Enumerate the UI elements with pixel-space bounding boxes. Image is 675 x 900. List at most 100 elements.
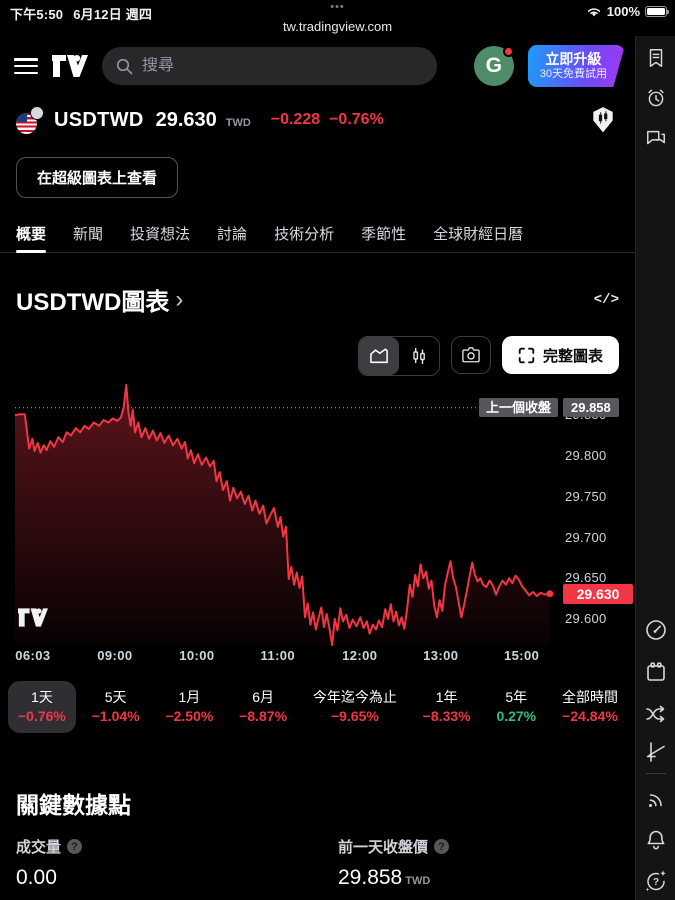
- tab-2[interactable]: 投資想法: [130, 226, 191, 243]
- range-label: 1月: [178, 689, 201, 705]
- key-data-label: 成交量: [16, 839, 62, 856]
- avatar[interactable]: G: [473, 46, 514, 86]
- key-data-heading: 關鍵數據點: [16, 792, 131, 818]
- candles-chart-type-button[interactable]: [399, 337, 439, 375]
- range-label: 全部時間: [561, 689, 618, 705]
- help-icon[interactable]: ?: [434, 839, 450, 854]
- alerts-bell-icon[interactable]: [644, 828, 668, 852]
- chat-icon[interactable]: [645, 126, 667, 150]
- area-chart-type-button[interactable]: [358, 337, 399, 375]
- chart-title-link[interactable]: USDTWD圖表: [16, 289, 170, 316]
- key-data-item-0: 成交量? 0.00: [16, 836, 338, 890]
- twd-flag-icon: [30, 106, 44, 120]
- currency-pair-flags-icon: [16, 106, 46, 134]
- tab-4[interactable]: 技術分析: [274, 226, 335, 243]
- address-url[interactable]: tw.tradingview.com: [282, 19, 393, 34]
- chart-section-header: USDTWD圖表 › </>: [16, 282, 619, 317]
- status-bar: 下午5:50 6月12日 週四 ••• 100% tw.tradingview.c…: [0, 0, 675, 36]
- help-sparkle-icon[interactable]: ?: [643, 868, 669, 894]
- help-icon[interactable]: ?: [67, 839, 83, 854]
- tab-0[interactable]: 概要: [16, 215, 47, 253]
- wifi-icon: [586, 6, 602, 18]
- range-label: 6月: [252, 689, 274, 705]
- key-data-grid: 成交量? 0.00 前一天收盤價? 29.858 TWD: [16, 836, 616, 890]
- live-broadcast-icon[interactable]: [644, 788, 668, 812]
- range-label: 1天: [31, 689, 53, 705]
- range-button-0[interactable]: 1天 −0.76%: [8, 681, 76, 733]
- notification-dot: [502, 46, 514, 57]
- chart-type-segmented-control: [357, 336, 440, 376]
- time-tick: 15:00: [503, 648, 540, 663]
- tab-3[interactable]: 討論: [217, 226, 248, 243]
- range-label: 5天: [104, 689, 127, 705]
- key-data-value: 0.00: [16, 866, 57, 889]
- calendar-icon[interactable]: [644, 660, 668, 684]
- price-tick: 29.750: [565, 488, 607, 504]
- range-change: −1.04%: [91, 708, 140, 724]
- time-tick: 10:00: [179, 648, 215, 663]
- search-input[interactable]: [142, 57, 423, 75]
- symbol-currency: TWD: [225, 116, 251, 129]
- range-label: 5年: [505, 689, 528, 705]
- range-button-7[interactable]: 全部時間 −24.84%: [552, 681, 628, 733]
- time-tick: 11:00: [260, 648, 296, 663]
- range-button-2[interactable]: 1月 −2.50%: [155, 681, 223, 733]
- tab-bar: 概要 新聞 投資想法 討論 技術分析 季節性 全球財經日曆: [0, 215, 635, 253]
- search-icon: [116, 58, 133, 75]
- snapshot-camera-button[interactable]: [450, 336, 491, 374]
- fullscreen-icon: [518, 347, 535, 364]
- time-tick: 12:00: [342, 648, 378, 663]
- key-data-item-1: 前一天收盤價? 29.858 TWD: [338, 836, 616, 890]
- sidebar-divider: [646, 773, 666, 774]
- gauge-icon[interactable]: [644, 618, 668, 642]
- battery-icon: [645, 6, 669, 17]
- range-selector: 1天 −0.76% 5天 −1.04% 1月 −2.50% 6月 −8.87% 今年迄今為止 −9…: [8, 681, 628, 733]
- time-tick: 09:00: [97, 648, 133, 663]
- upgrade-button[interactable]: 立即升級 30天免費試用: [527, 45, 625, 87]
- svg-text:?: ?: [652, 877, 658, 888]
- prev-close-value: 29.858: [563, 397, 619, 417]
- range-button-4[interactable]: 今年迄今為止 −9.65%: [303, 681, 407, 733]
- price-tick: 29.800: [565, 448, 607, 464]
- chart-controls: 完整圖表: [0, 336, 619, 376]
- open-superchart-button[interactable]: 在超級圖表上查看: [16, 157, 179, 198]
- tradingview-watermark-logo: [18, 608, 48, 632]
- range-change: −9.65%: [330, 708, 379, 724]
- time-tick: 13:00: [423, 648, 459, 663]
- symbol-change: −0.228 −0.76%: [270, 111, 384, 128]
- search-bar[interactable]: [102, 47, 437, 85]
- tab-6[interactable]: 全球財經日曆: [433, 226, 524, 243]
- range-change: −2.50%: [165, 708, 214, 724]
- right-sidebar: ?: [635, 36, 675, 900]
- range-button-1[interactable]: 5天 −1.04%: [82, 681, 150, 733]
- range-button-5[interactable]: 1年 −8.33%: [413, 681, 481, 733]
- key-data-label: 前一天收盤價: [338, 839, 429, 856]
- symbol-shield-candles-icon[interactable]: [590, 106, 616, 134]
- header: G 立即升級 30天免費試用: [0, 36, 635, 96]
- range-change: 0.27%: [496, 708, 537, 724]
- embed-code-icon[interactable]: </>: [593, 291, 619, 308]
- battery-percent: 100%: [606, 4, 640, 19]
- range-change: −8.33%: [422, 708, 471, 724]
- news-flow-icon[interactable]: [645, 46, 667, 70]
- alarm-clock-icon[interactable]: [645, 86, 667, 110]
- full-chart-button[interactable]: 完整圖表: [501, 336, 619, 374]
- prev-close-label: 上一個收盤: [478, 397, 558, 417]
- tab-1[interactable]: 新聞: [73, 226, 104, 243]
- menu-icon[interactable]: [14, 58, 38, 74]
- range-button-3[interactable]: 6月 −8.87%: [229, 681, 297, 733]
- range-label: 今年迄今為止: [312, 689, 397, 705]
- symbol-ticker: USDTWD: [54, 108, 144, 131]
- ideas-crossing-arrows-icon[interactable]: [644, 702, 668, 726]
- range-change: −8.87%: [239, 708, 288, 724]
- range-label: 1年: [435, 689, 458, 705]
- chevron-right-icon[interactable]: ›: [175, 285, 184, 313]
- forecast-trendline-icon[interactable]: [644, 740, 668, 764]
- tab-5[interactable]: 季節性: [361, 226, 407, 243]
- tradingview-logo[interactable]: [52, 55, 88, 77]
- range-button-6[interactable]: 5年 0.27%: [486, 681, 546, 733]
- chart-plot[interactable]: [0, 380, 635, 672]
- key-data-value: 29.858 TWD: [338, 866, 431, 889]
